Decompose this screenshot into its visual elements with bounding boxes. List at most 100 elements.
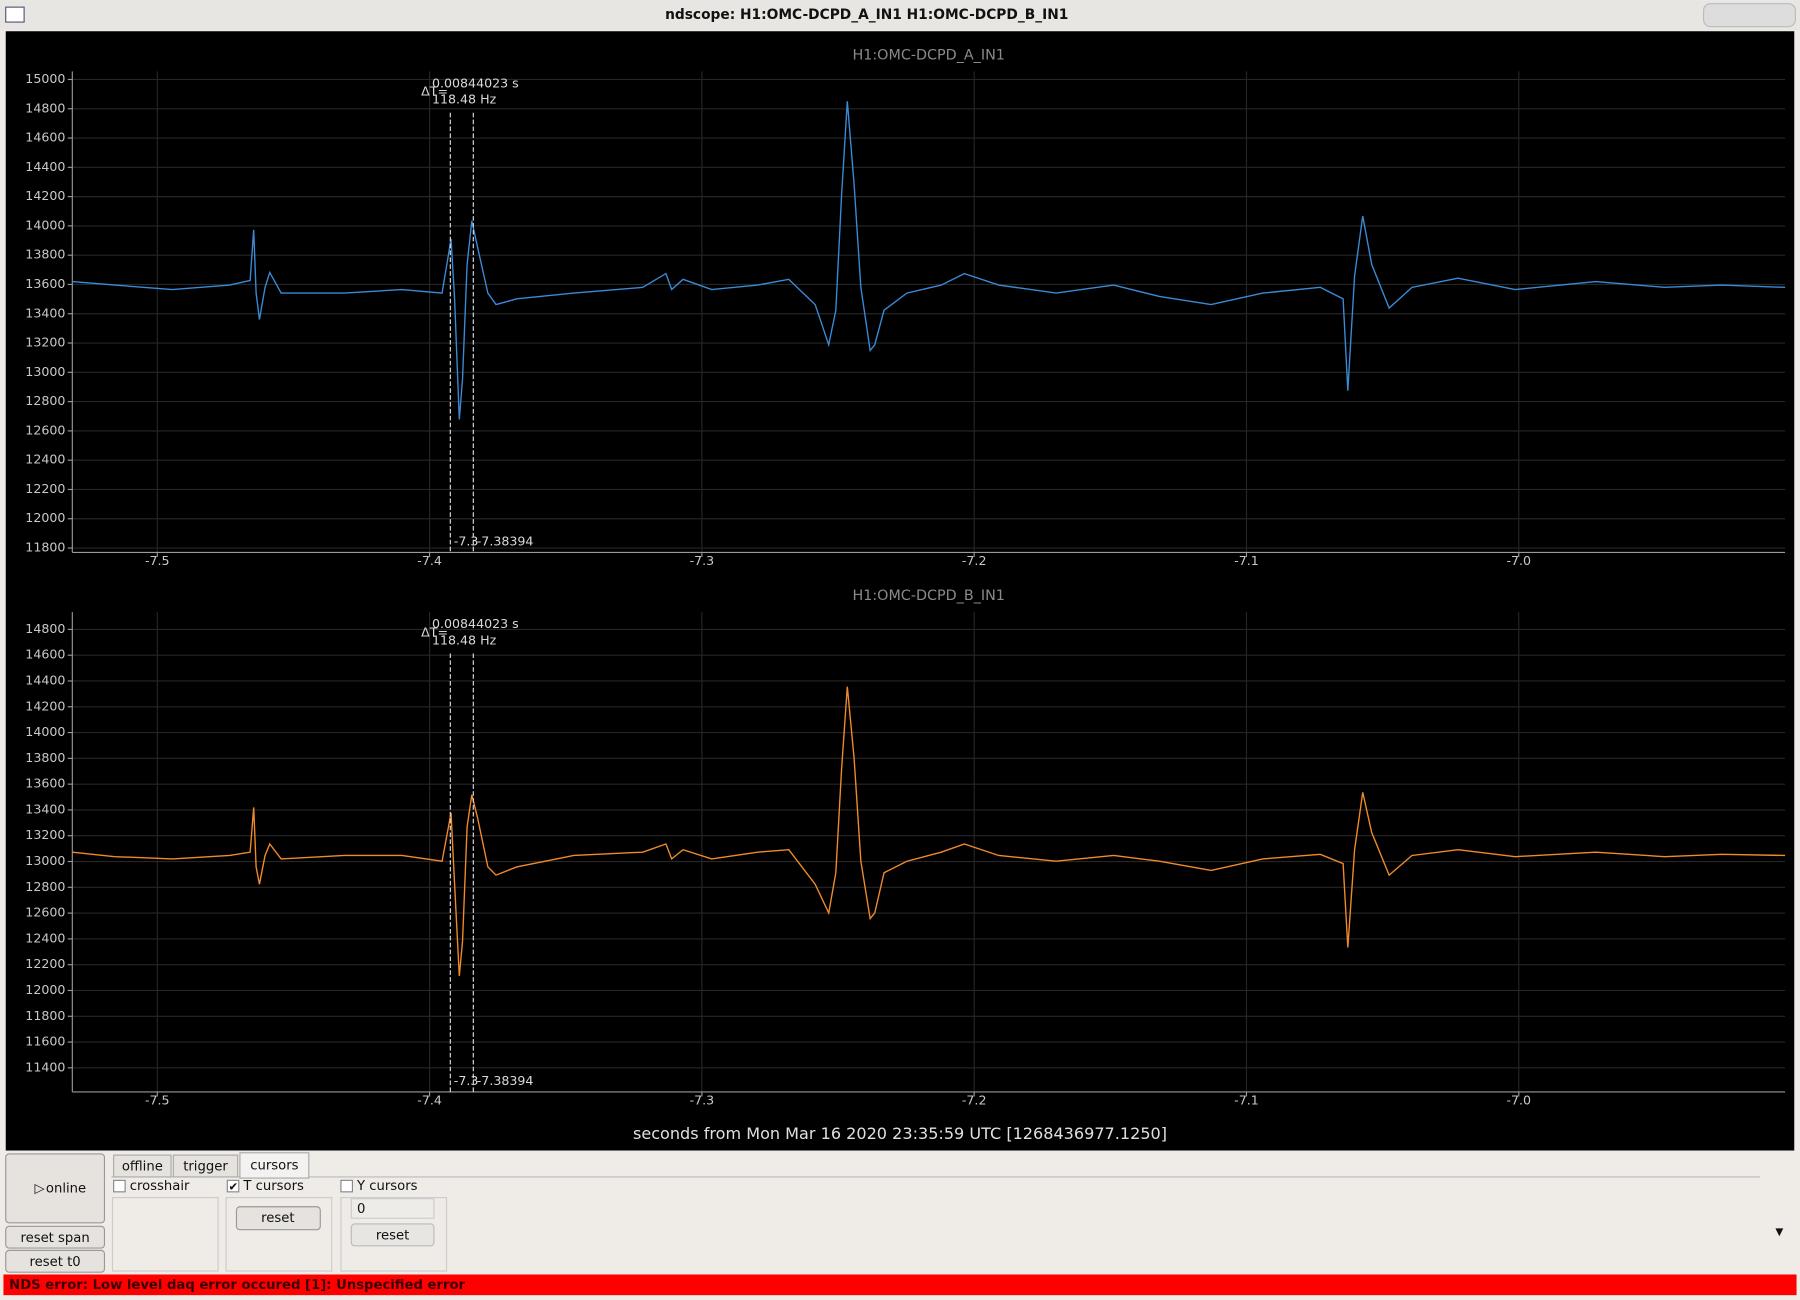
y-tick-label: 13800 [25, 247, 65, 262]
x-tick-label: -7.2 [962, 1093, 987, 1108]
y-tick-label: 12600 [25, 905, 65, 920]
y-tick-label: 14000 [25, 724, 65, 739]
y-reset-label: reset [376, 1228, 409, 1243]
delta-label: ΔT= [421, 84, 448, 99]
y-tick-label: 12600 [25, 422, 65, 437]
x-tick-label: -7.5 [145, 1093, 170, 1108]
y-tick-label: 13600 [25, 776, 65, 791]
group-box [111, 1197, 219, 1272]
y-tick-label: 14400 [25, 672, 65, 687]
chart-title: H1:OMC-DCPD_B_IN1 [852, 588, 1004, 604]
charts: H1:OMC-DCPD_A_IN1 11800 12000 12200 12400 126… [25, 47, 1786, 1108]
crosshair-checkbox[interactable] [113, 1179, 126, 1193]
crosshair-label: crosshair [130, 1179, 190, 1194]
y-tick-label: 12400 [25, 930, 65, 945]
chart-title: H1:OMC-DCPD_A_IN1 [852, 47, 1004, 63]
frequency: 118.48 Hz [432, 632, 497, 647]
t-cursor-label: -7.38394 [477, 1073, 534, 1088]
reset-span-label: reset span [20, 1231, 89, 1246]
y-tick-label: 13000 [25, 853, 65, 868]
y-cursors-label: Y cursors [356, 1179, 418, 1194]
y-tick-label: 12800 [25, 879, 65, 894]
window-title: ndscope: H1:OMC-DCPD_A_IN1 H1:OMC-DCPD_B… [665, 7, 1068, 23]
y-tick-label: 13200 [25, 335, 65, 350]
tab-label: cursors [250, 1158, 298, 1173]
y-cursors-checkbox[interactable] [340, 1179, 353, 1193]
y-select[interactable] [350, 1198, 435, 1219]
x-tick-label: -7.4 [417, 553, 442, 568]
t-reset-label: reset [261, 1211, 294, 1226]
plot-area [5, 31, 1795, 1151]
delta-t: 0.00844023 s [432, 76, 519, 91]
y-tick-label: 12200 [25, 481, 65, 496]
y-tick-label: 14600 [25, 647, 65, 662]
t-cursor-label: -7.38394 [477, 534, 534, 549]
reset-t0-label: reset t0 [30, 1255, 81, 1270]
y-tick-label: 11600 [25, 1034, 65, 1049]
reset-span-button[interactable] [5, 1225, 106, 1249]
x-tick-label: -7.0 [1506, 1093, 1531, 1108]
delta-label: ΔT= [421, 624, 448, 639]
x-tick-label: -7.1 [1234, 553, 1259, 568]
title-bar [0, 0, 1800, 31]
y-tick-label: 12400 [25, 452, 65, 467]
tab[interactable] [113, 1154, 172, 1178]
x-tick-label: -7.1 [1234, 1093, 1259, 1108]
t-cursor-label: -7.3 [454, 534, 479, 549]
x-tick-label: -7.0 [1506, 553, 1531, 568]
y-tick-label: 11400 [25, 1059, 65, 1074]
y-tick-label: 12000 [25, 510, 65, 525]
y-tick-label: 14200 [25, 698, 65, 713]
y-tick-label: 13800 [25, 750, 65, 765]
x-tick-label: -7.2 [962, 553, 987, 568]
tab-label: offline [122, 1160, 163, 1175]
checkmark: ✔ [228, 1180, 238, 1194]
y-tick-label: 11800 [25, 1008, 65, 1023]
signal-trace [72, 686, 1786, 977]
y-tick-label: 14800 [25, 100, 65, 115]
y-tick-label: 12000 [25, 982, 65, 997]
tab-label: trigger [183, 1160, 228, 1175]
y-tick-label: 13400 [25, 305, 65, 320]
y-select-value: 0 [357, 1202, 365, 1217]
online-button[interactable] [5, 1153, 106, 1224]
y-tick-label: 14800 [25, 621, 65, 636]
signal-trace [72, 101, 1786, 420]
y-tick-label: 11800 [25, 540, 65, 555]
y-tick-label: 12800 [25, 393, 65, 408]
status-bar [3, 1274, 1797, 1296]
tab[interactable] [172, 1154, 239, 1178]
y-tick-label: 13200 [25, 827, 65, 842]
tab-active[interactable] [239, 1152, 310, 1179]
frequency: 118.48 Hz [432, 92, 497, 107]
t-reset-button[interactable] [235, 1206, 321, 1231]
x-axis-label: seconds from Mon Mar 16 2020 23:35:59 UT… [633, 1124, 1167, 1143]
x-tick-label: -7.3 [690, 1093, 715, 1108]
group-box [225, 1197, 333, 1272]
window-icon [5, 6, 25, 23]
y-reset-button[interactable] [350, 1223, 435, 1247]
t-cursors-checkbox[interactable] [226, 1179, 240, 1193]
t-cursors-label: T cursors [242, 1179, 304, 1194]
x-tick-label: -7.4 [417, 1093, 442, 1108]
y-tick-label: 14000 [25, 217, 65, 232]
scroll-arrow[interactable]: ▼ [1775, 1226, 1783, 1238]
delta-t: 0.00844023 s [432, 616, 519, 631]
reset-t0-button[interactable] [5, 1249, 106, 1273]
window-buttons[interactable] [1702, 3, 1796, 28]
y-tick-label: 13600 [25, 276, 65, 291]
y-tick-label: 14600 [25, 130, 65, 145]
y-tick-label: 13000 [25, 364, 65, 379]
y-tick-label: 13400 [25, 801, 65, 816]
y-tick-label: 14200 [25, 188, 65, 203]
y-tick-label: 14400 [25, 159, 65, 174]
x-tick-label: -7.5 [145, 553, 170, 568]
online-label: online [46, 1181, 86, 1196]
group-box [340, 1197, 448, 1272]
y-tick-label: 12200 [25, 956, 65, 971]
y-tick-label: 15000 [25, 71, 65, 86]
t-cursor-label: -7.3 [454, 1073, 479, 1088]
x-tick-label: -7.3 [690, 553, 715, 568]
